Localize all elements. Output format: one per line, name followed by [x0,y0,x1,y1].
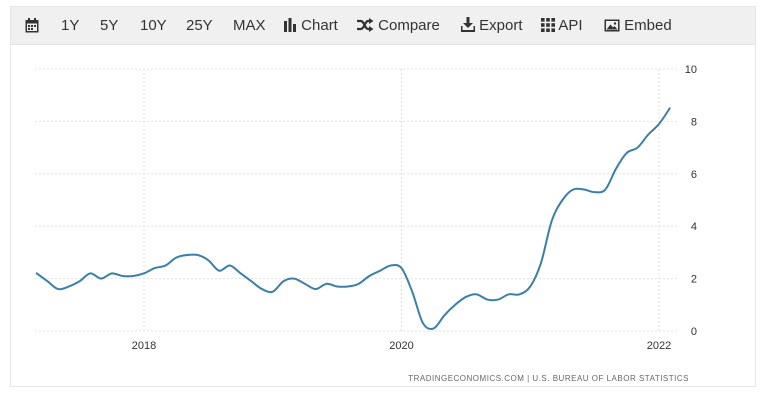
y-tick-label: 2 [691,274,697,286]
chart-axis-labels: 0 2 4 6 8 10 2018 2020 2022 [132,64,697,352]
chart-button[interactable]: Chart [284,7,338,45]
line-chart: 0 2 4 6 8 10 2018 2020 2022 [35,64,697,352]
series-line [35,107,671,330]
grid-icon [541,18,555,32]
export-button-label: Export [479,17,523,34]
bar-chart-icon [284,18,296,32]
y-tick-label: 10 [685,64,697,76]
compare-button[interactable]: Compare [357,7,440,45]
range-5y-button[interactable]: 5Y [100,17,119,34]
export-button[interactable]: Export [460,7,523,45]
api-button-label: API [558,17,583,34]
range-25y-button[interactable]: 25Y [186,17,213,34]
image-icon [604,19,620,32]
chart-button-label: Chart [301,17,338,34]
y-tick-label: 8 [691,116,697,128]
range-max-button[interactable]: MAX [233,17,266,34]
source-credit: TRADINGECONOMICS.COM | U.S. BUREAU OF LA… [408,374,689,383]
chart-grid [35,68,677,332]
range-1y-button[interactable]: 1Y [61,17,80,34]
chart-series [35,107,671,330]
download-icon [460,17,476,32]
shuffle-icon [357,18,374,32]
embed-button[interactable]: Embed [604,7,672,45]
y-tick-label: 6 [691,169,697,181]
y-tick-label: 0 [691,326,697,338]
api-button[interactable]: API [541,7,583,45]
calendar-icon[interactable] [25,18,39,34]
x-tick-label: 2018 [132,340,156,352]
chart-widget: 1Y 5Y 10Y 25Y MAX Chart Compare [10,6,756,387]
compare-button-label: Compare [378,17,440,34]
x-tick-label: 2020 [389,340,413,352]
chart-toolbar: 1Y 5Y 10Y 25Y MAX Chart Compare [11,7,755,45]
range-10y-button[interactable]: 10Y [140,17,167,34]
y-tick-label: 4 [691,221,697,233]
embed-button-label: Embed [624,17,672,34]
x-tick-label: 2022 [647,340,671,352]
